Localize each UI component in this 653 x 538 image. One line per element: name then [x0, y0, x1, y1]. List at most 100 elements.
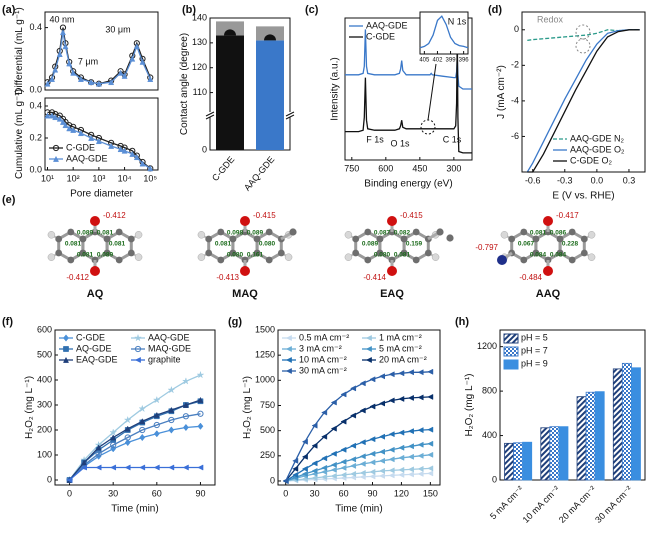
marker: [124, 438, 131, 447]
h-atom: [431, 253, 440, 261]
marker: [369, 468, 376, 475]
c-atom: [229, 249, 237, 257]
annotation: F 1s: [366, 134, 384, 144]
marker: [407, 443, 414, 450]
legend-swatch: [503, 359, 519, 370]
charge-label: -0.415: [253, 211, 276, 220]
c-atom: [115, 256, 123, 264]
marker: [378, 448, 385, 455]
c-atom: [115, 228, 123, 236]
marker: [167, 385, 176, 394]
marker: [121, 147, 128, 154]
bond-value: 0.081: [394, 252, 411, 259]
marker: [311, 442, 318, 449]
marker: [52, 66, 59, 73]
h-atom: [47, 231, 56, 239]
bar: [585, 391, 596, 481]
droplet: [224, 29, 237, 36]
marker: [133, 154, 140, 161]
o-atom: [90, 266, 100, 276]
bond-value: 0.089: [77, 230, 94, 237]
series-line: [527, 29, 640, 173]
x-tick-label: -0.6: [525, 175, 541, 185]
marker: [359, 469, 366, 476]
bond-value: 0.084: [550, 252, 567, 259]
y-tick-label: 100: [37, 449, 52, 459]
y-tick-label: 140: [192, 12, 207, 22]
series-line: [285, 396, 431, 482]
h-atom: [134, 231, 143, 239]
y-tick-label: 0.0: [29, 84, 42, 94]
marker: [88, 134, 95, 141]
y-tick-label: 0.4: [29, 22, 42, 32]
marker: [350, 462, 357, 469]
marker: [95, 450, 102, 457]
panel-label: (c): [305, 4, 319, 16]
marker: [340, 418, 347, 425]
marker: [359, 380, 366, 387]
marker: [369, 436, 376, 443]
legend-label: C-GDE: [66, 142, 95, 152]
marker: [340, 458, 347, 465]
y-axis-label: Cumulative (mL g⁻¹): [14, 89, 25, 179]
bar: [549, 426, 560, 481]
y-tick-label: -2: [511, 60, 519, 70]
series-line: [285, 371, 431, 482]
series-line: [69, 399, 201, 481]
plot-frame: [209, 17, 291, 151]
marker: [417, 394, 424, 401]
x-tick-label: 10 mA cm⁻²: [521, 484, 562, 525]
bond-value: 0.080: [259, 241, 276, 248]
marker: [398, 429, 405, 436]
c-atom: [127, 235, 135, 243]
legend-label: 20 mA cm⁻²: [379, 354, 427, 364]
series-line: [285, 428, 431, 482]
marker: [59, 118, 66, 125]
y-tick-label: 1200: [477, 341, 497, 351]
marker: [95, 138, 102, 145]
marker: [427, 465, 434, 472]
y-tick-label: 0: [47, 474, 52, 484]
marker: [321, 468, 328, 475]
panel-label: (d): [488, 4, 502, 16]
marker: [340, 464, 347, 471]
c-atom: [217, 256, 225, 264]
marker: [95, 80, 102, 87]
marker: [330, 450, 337, 457]
c-atom: [568, 256, 576, 264]
x-tick-label: 60: [152, 488, 162, 498]
marker: [134, 345, 142, 353]
legend-label: AAQ-GDE N₂: [570, 133, 625, 143]
annotation: 30 μm: [105, 24, 130, 34]
marker: [88, 79, 95, 86]
charge-label: -0.413: [216, 273, 239, 282]
marker: [168, 426, 175, 434]
bond-value: 0.081: [530, 230, 547, 237]
charge-label: -0.484: [519, 273, 542, 282]
marker: [197, 396, 204, 403]
h-atom: [344, 231, 353, 239]
marker: [340, 446, 347, 453]
bar: [631, 367, 641, 481]
x-tick-label: 402: [432, 58, 443, 64]
legend-label: C-GDE: [366, 31, 395, 41]
marker: [197, 410, 204, 417]
o-atom: [90, 216, 100, 226]
marker: [407, 471, 414, 478]
charge-label: -0.797: [475, 243, 498, 252]
marker: [417, 470, 424, 477]
y-tick-label: 0: [492, 474, 497, 484]
marker: [388, 467, 395, 474]
marker: [139, 58, 146, 65]
y-tick-label: 120: [192, 62, 207, 72]
marker: [110, 434, 117, 441]
c-atom: [508, 235, 516, 243]
marker: [301, 470, 308, 477]
y-tick-label: 1000: [255, 375, 275, 385]
x-tick-label: 90: [367, 488, 377, 498]
marker: [350, 456, 357, 463]
droplet-stage: [256, 26, 284, 41]
x-axis-label: Pore diameter: [70, 189, 133, 200]
marker: [197, 422, 204, 430]
